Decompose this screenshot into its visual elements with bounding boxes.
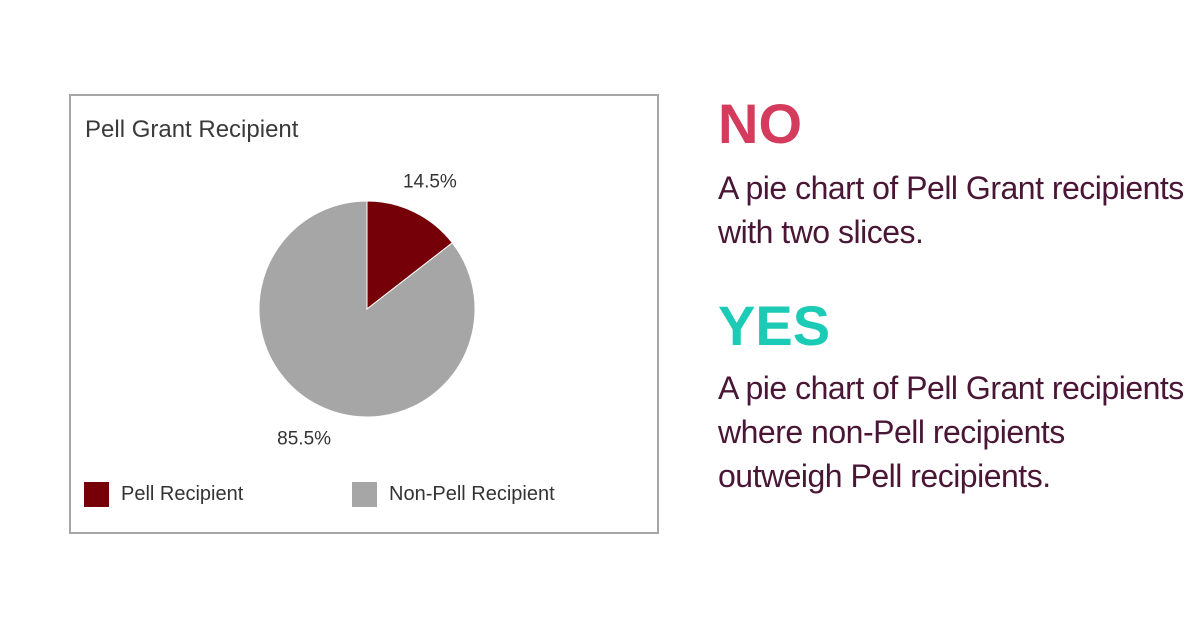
- chart-title: Pell Grant Recipient: [85, 116, 299, 143]
- slice-label-non-pell: 85.5%: [277, 428, 331, 449]
- no-heading: NO: [718, 92, 802, 155]
- legend-item-pell: Pell Recipient: [84, 479, 243, 509]
- pie-chart: 14.5% 85.5%: [258, 172, 476, 449]
- pie-slice-non-pell: [258, 200, 476, 418]
- legend-item-non-pell: Non-Pell Recipient: [352, 479, 555, 509]
- pie-slice-pell: [366, 200, 454, 311]
- legend-swatch-non-pell: [352, 481, 377, 507]
- yes-description: A pie chart of Pell Grant recipients whe…: [718, 370, 1184, 494]
- legend-label-pell: Pell Recipient: [121, 482, 244, 505]
- no-description: A pie chart of Pell Grant recipients wit…: [718, 170, 1184, 250]
- pie-chart-card: Pell Grant Recipient 14.5% 85.5% Pell Rec…: [69, 94, 659, 534]
- chart-legend: Pell Recipient Non-Pell Recipient: [84, 479, 644, 509]
- legend-label-non-pell: Non-Pell Recipient: [389, 482, 555, 505]
- slice-label-pell: 14.5%: [403, 172, 457, 193]
- legend-swatch-pell: [84, 481, 109, 507]
- yes-heading: YES: [718, 294, 831, 357]
